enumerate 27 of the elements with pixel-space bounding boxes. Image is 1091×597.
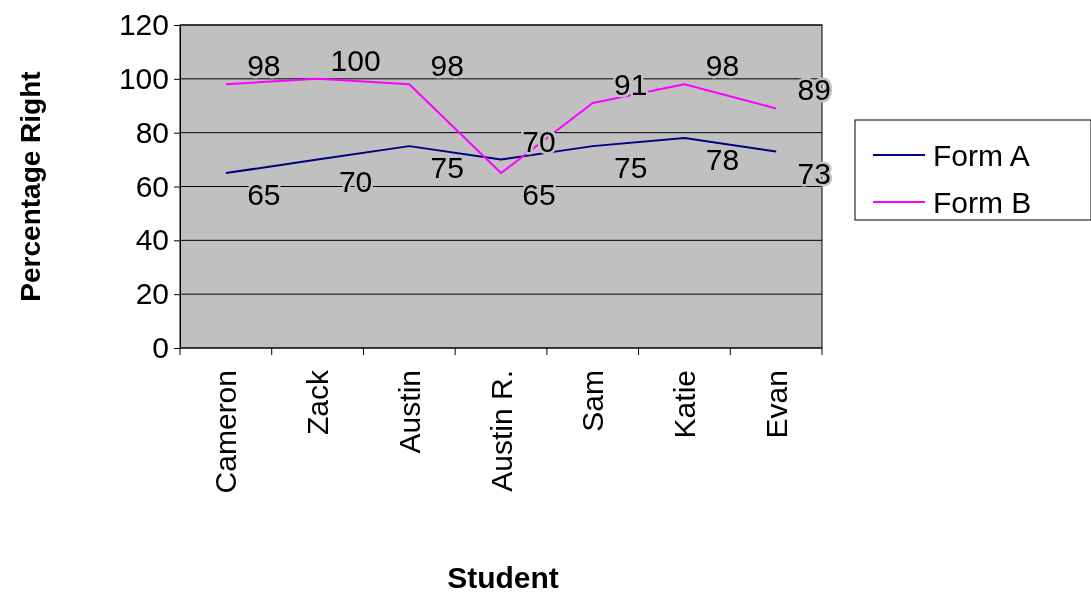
data-label: 89 bbox=[797, 73, 831, 107]
y-tick-label: 100 bbox=[118, 61, 169, 95]
data-label: 98 bbox=[430, 49, 464, 83]
y-tick-label: 20 bbox=[135, 277, 169, 311]
data-label: 73 bbox=[797, 156, 831, 190]
x-tick-label: Zack bbox=[301, 369, 335, 436]
legend-label: Form A bbox=[933, 139, 1030, 172]
y-tick-label: 60 bbox=[135, 169, 169, 203]
y-tick-label: 120 bbox=[118, 8, 169, 42]
x-tick-label: Cameron bbox=[209, 370, 243, 494]
data-label: 75 bbox=[430, 151, 464, 185]
x-tick-label: Sam bbox=[576, 370, 610, 432]
x-axis-title: Student bbox=[447, 561, 559, 594]
x-tick-label: Austin bbox=[392, 370, 426, 454]
data-label: 100 bbox=[330, 43, 381, 77]
data-label: 75 bbox=[614, 151, 648, 185]
y-axis-title: Percentage Right bbox=[15, 71, 46, 302]
data-label: 78 bbox=[705, 143, 740, 177]
x-tick-label: Austin R. bbox=[484, 370, 518, 492]
x-tick-label: Evan bbox=[759, 370, 793, 439]
x-tick-label: Katie bbox=[667, 370, 701, 439]
y-tick-label: 80 bbox=[135, 115, 169, 149]
data-label: 98 bbox=[247, 49, 281, 83]
legend-label: Form B bbox=[933, 186, 1032, 219]
y-tick-label: 40 bbox=[135, 223, 169, 257]
data-label: 98 bbox=[705, 49, 740, 83]
y-tick-label: 0 bbox=[152, 331, 169, 365]
